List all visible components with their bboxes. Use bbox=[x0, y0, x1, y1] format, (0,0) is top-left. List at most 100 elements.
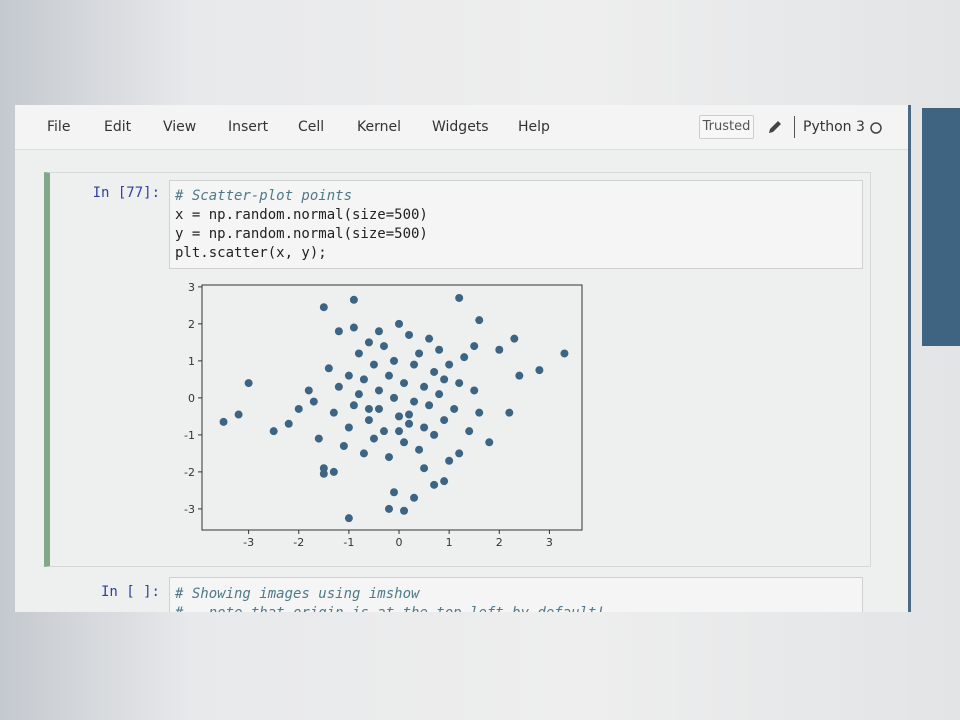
point bbox=[284, 419, 293, 428]
point bbox=[390, 393, 399, 402]
point bbox=[374, 404, 383, 413]
menu-item[interactable]: Edit bbox=[104, 119, 132, 135]
point bbox=[455, 293, 464, 302]
point bbox=[349, 295, 358, 304]
point bbox=[410, 397, 419, 406]
point bbox=[339, 441, 348, 450]
point bbox=[344, 371, 353, 380]
point bbox=[364, 338, 373, 347]
point bbox=[314, 434, 323, 443]
code-line: y = np.random.normal(size=500) bbox=[175, 226, 428, 242]
point bbox=[364, 416, 373, 425]
point bbox=[304, 386, 313, 395]
code-line: plt.scatter(x, y); bbox=[175, 245, 327, 261]
point bbox=[430, 367, 439, 376]
point bbox=[405, 410, 414, 419]
x-tick-label: 3 bbox=[546, 536, 553, 549]
point bbox=[319, 303, 328, 312]
point bbox=[384, 371, 393, 380]
separator bbox=[794, 116, 795, 138]
point bbox=[455, 449, 464, 458]
kernel-indicator bbox=[870, 122, 882, 134]
point bbox=[445, 360, 454, 369]
point bbox=[395, 319, 404, 328]
point bbox=[354, 390, 363, 399]
point bbox=[369, 434, 378, 443]
point bbox=[400, 438, 409, 447]
point bbox=[505, 408, 514, 417]
point bbox=[374, 386, 383, 395]
menu-item[interactable]: Widgets bbox=[432, 119, 489, 135]
code-line: # Scatter-plot points bbox=[175, 188, 353, 204]
code-cell[interactable]: In [ ]: # Showing images using imshow # … bbox=[44, 573, 864, 612]
point bbox=[294, 404, 303, 413]
point bbox=[420, 423, 429, 432]
point bbox=[510, 334, 519, 343]
point bbox=[415, 349, 424, 358]
point bbox=[324, 364, 333, 373]
menu-item[interactable]: Kernel bbox=[357, 119, 401, 135]
y-tick-label: -3 bbox=[184, 503, 195, 516]
point bbox=[369, 360, 378, 369]
point bbox=[440, 375, 449, 384]
scatter-plot: -3 -2 -1 0 1 2 3 -3 -2 -1 0 1 2 3 bbox=[184, 281, 583, 549]
side-panel bbox=[922, 108, 960, 346]
point bbox=[440, 477, 449, 486]
point bbox=[495, 345, 504, 354]
code-input[interactable]: # Showing images using imshow # note tha… bbox=[169, 577, 863, 612]
point bbox=[395, 412, 404, 421]
point bbox=[354, 349, 363, 358]
menu-item[interactable]: Help bbox=[518, 119, 550, 135]
menu-item[interactable]: File bbox=[47, 119, 71, 135]
point bbox=[470, 342, 479, 351]
point bbox=[374, 327, 383, 336]
point bbox=[390, 488, 399, 497]
edit-icon[interactable] bbox=[767, 119, 783, 135]
point bbox=[560, 349, 569, 358]
point bbox=[405, 330, 414, 339]
point bbox=[420, 464, 429, 473]
point bbox=[395, 427, 404, 436]
point bbox=[359, 449, 368, 458]
kernel-name: Python 3 bbox=[803, 119, 865, 135]
point bbox=[430, 430, 439, 439]
x-tick-label: -1 bbox=[343, 536, 354, 549]
point bbox=[334, 382, 343, 391]
point bbox=[359, 375, 368, 384]
x-tick-label: -2 bbox=[293, 536, 304, 549]
point bbox=[430, 480, 439, 489]
point bbox=[334, 327, 343, 336]
point bbox=[405, 419, 414, 428]
x-tick-label: 2 bbox=[496, 536, 503, 549]
point bbox=[234, 410, 243, 419]
point bbox=[440, 416, 449, 425]
y-tick-label: 2 bbox=[188, 318, 195, 331]
y-tick-label: 1 bbox=[188, 355, 195, 368]
code-input[interactable]: # Scatter-plot points x = np.random.norm… bbox=[169, 180, 863, 269]
code-cell[interactable]: In [77]: # Scatter-plot points x = np.ra… bbox=[44, 172, 871, 567]
y-tick-label: -2 bbox=[184, 466, 195, 479]
x-tick-label: 1 bbox=[446, 536, 453, 549]
point bbox=[344, 423, 353, 432]
point bbox=[485, 438, 494, 447]
trusted-button[interactable]: Trusted bbox=[699, 115, 754, 139]
point bbox=[384, 453, 393, 462]
y-tick-label: -1 bbox=[184, 429, 195, 442]
menu-item[interactable]: Insert bbox=[228, 119, 269, 135]
point bbox=[410, 360, 419, 369]
point bbox=[475, 408, 484, 417]
menu-item[interactable]: Cell bbox=[298, 119, 325, 135]
point bbox=[475, 316, 484, 325]
point bbox=[460, 353, 469, 362]
menu-item[interactable]: View bbox=[163, 119, 197, 135]
x-tick-label: 0 bbox=[396, 536, 403, 549]
point bbox=[515, 371, 524, 380]
cell-prompt: In [ ]: bbox=[100, 584, 160, 600]
point bbox=[425, 401, 434, 410]
point bbox=[435, 345, 444, 354]
point bbox=[400, 379, 409, 388]
point bbox=[344, 514, 353, 523]
point bbox=[319, 469, 328, 478]
point bbox=[400, 506, 409, 515]
